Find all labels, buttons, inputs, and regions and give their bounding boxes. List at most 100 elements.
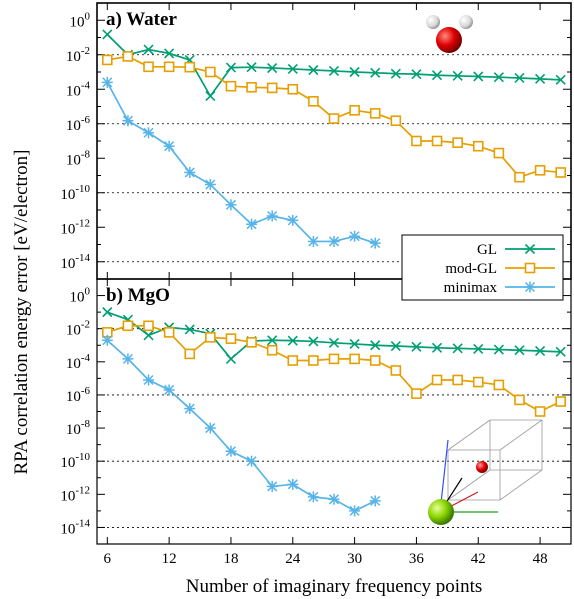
data-point xyxy=(246,218,258,230)
legend-label: GL xyxy=(477,242,497,258)
y-tick-label: 10-8 xyxy=(66,148,91,168)
y-tick-label: 10-8 xyxy=(66,418,91,438)
data-point xyxy=(555,396,566,407)
data-point xyxy=(246,81,257,93)
data-point xyxy=(452,374,463,386)
data-point xyxy=(349,505,361,517)
data-point xyxy=(246,337,257,348)
data-point xyxy=(122,353,134,365)
data-point xyxy=(287,335,298,346)
data-point xyxy=(349,353,360,365)
data-point xyxy=(143,320,154,332)
data-point xyxy=(267,62,278,74)
data-point xyxy=(431,70,443,81)
y-tick-label: 10-12 xyxy=(60,484,90,504)
series-line-gl xyxy=(107,311,561,361)
data-point xyxy=(307,235,319,247)
data-point xyxy=(225,353,237,364)
data-point xyxy=(390,365,402,376)
data-point xyxy=(514,171,525,183)
data-point xyxy=(472,376,484,388)
data-point xyxy=(287,63,298,75)
data-point xyxy=(308,336,319,347)
data-point xyxy=(535,73,546,84)
data-point xyxy=(328,65,340,77)
data-point xyxy=(205,332,216,343)
data-point xyxy=(349,338,360,350)
y-tick-label: 10-14 xyxy=(60,252,90,272)
mgo-unit-cell-picture xyxy=(428,419,543,525)
data-point xyxy=(534,406,546,417)
data-point xyxy=(328,337,340,348)
data-point xyxy=(493,72,504,83)
data-point xyxy=(101,334,113,346)
y-tick-label: 10-6 xyxy=(66,385,91,405)
data-point xyxy=(266,344,278,356)
data-point xyxy=(143,374,155,386)
y-tick-label: 100 xyxy=(70,286,91,306)
data-point xyxy=(390,115,402,127)
data-point xyxy=(225,333,237,344)
data-point xyxy=(143,44,154,55)
data-point xyxy=(472,140,484,152)
data-point xyxy=(266,480,278,492)
data-point xyxy=(555,74,566,85)
x-tick-label: 36 xyxy=(409,551,425,567)
data-point xyxy=(535,345,546,357)
x-tick-label: 18 xyxy=(223,551,238,567)
data-point xyxy=(534,165,546,176)
data-point xyxy=(370,67,381,78)
data-point xyxy=(287,478,299,490)
data-point xyxy=(184,348,196,360)
data-point xyxy=(493,147,505,159)
data-point xyxy=(308,96,319,107)
data-point xyxy=(514,72,525,84)
data-point xyxy=(349,105,360,116)
data-point xyxy=(555,167,566,178)
y-tick-label: 10-2 xyxy=(66,45,90,65)
x-axis: 6 12 18 24 30 36 42 48 Number of imaginary frequ… xyxy=(11,150,548,598)
data-point xyxy=(205,91,216,102)
data-point xyxy=(163,140,175,152)
y-tick-label: 10-10 xyxy=(60,451,90,471)
x-tick-label: 12 xyxy=(162,551,177,567)
x-tick-label: 24 xyxy=(285,551,301,567)
series-line-mod-gl xyxy=(107,324,562,413)
data-point xyxy=(287,214,299,226)
data-point xyxy=(163,61,175,73)
y-tick-label: 10-4 xyxy=(66,79,91,99)
x-tick-label: 48 xyxy=(533,551,548,567)
y-axis-title: RPA correlation energy error [eV/electro… xyxy=(11,150,32,475)
legend-marker xyxy=(524,243,536,255)
data-point xyxy=(266,82,278,94)
water-molecule-picture xyxy=(426,15,473,53)
y-tick-label: 10-6 xyxy=(66,114,91,134)
data-point xyxy=(370,340,381,351)
data-point xyxy=(204,422,216,434)
data-point xyxy=(143,61,154,73)
data-point xyxy=(328,113,340,124)
data-point xyxy=(390,340,401,352)
data-point xyxy=(493,379,505,391)
data-point xyxy=(122,51,134,62)
y-tick-label: 10-12 xyxy=(60,217,90,237)
data-point xyxy=(266,210,278,222)
data-point xyxy=(349,230,361,242)
data-point xyxy=(328,235,340,247)
data-point xyxy=(246,62,257,73)
data-point xyxy=(328,493,340,505)
data-point xyxy=(431,374,443,386)
data-point xyxy=(473,71,484,82)
legend: GL mod-GL minimax xyxy=(401,234,564,301)
data-point xyxy=(349,66,360,78)
series-line-gl xyxy=(106,33,561,98)
data-point xyxy=(452,70,463,81)
data-point xyxy=(122,320,134,332)
data-point xyxy=(205,66,216,78)
data-point xyxy=(514,394,525,406)
data-point xyxy=(308,355,319,366)
data-point xyxy=(390,68,401,79)
data-point xyxy=(473,343,484,354)
data-point xyxy=(122,115,134,127)
panel-title: b) MgO xyxy=(106,285,170,306)
